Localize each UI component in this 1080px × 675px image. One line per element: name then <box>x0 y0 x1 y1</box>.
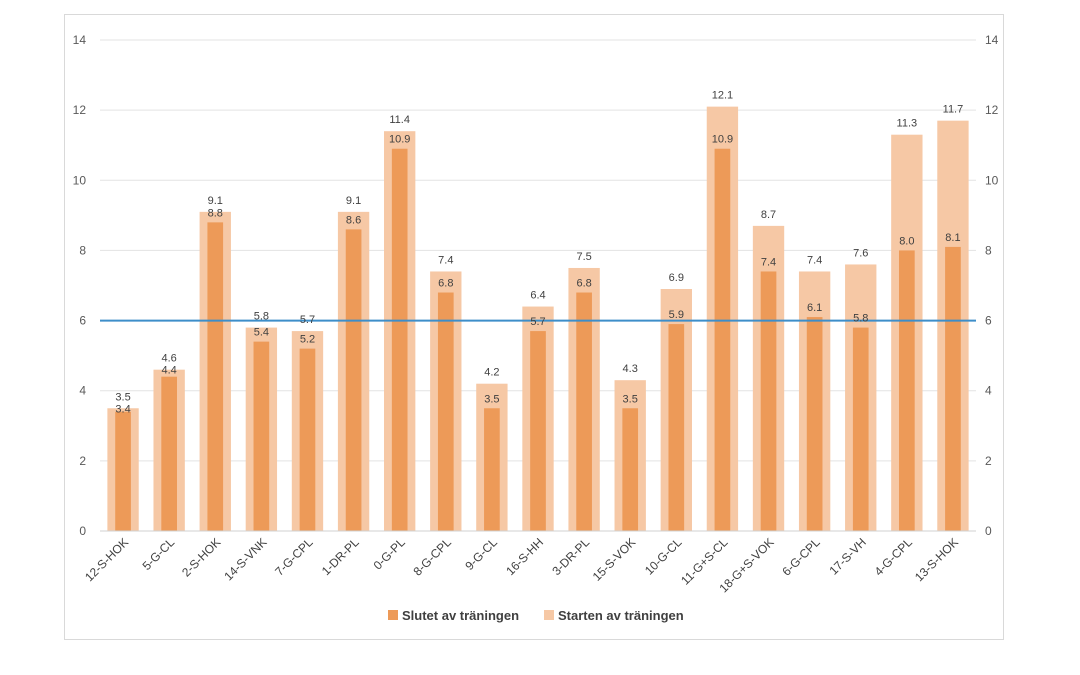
x-tick-label: 13-S-HOK <box>912 535 961 584</box>
data-label-end: 5.2 <box>300 334 315 346</box>
data-label-start: 11.3 <box>897 118 918 130</box>
x-tick-label: 1-DR-PL <box>319 535 362 578</box>
x-tick-label: 8-G-CPL <box>411 535 455 579</box>
bar-end <box>345 229 362 531</box>
data-label-end: 5.8 <box>853 313 868 325</box>
data-label-end: 5.7 <box>530 316 545 328</box>
y-tick-label-right: 0 <box>985 524 992 538</box>
data-label-end: 8.8 <box>208 207 223 219</box>
data-label-end: 5.4 <box>254 327 269 339</box>
x-tick-label: 2-S-HOK <box>179 535 223 579</box>
data-label-start: 7.4 <box>807 254 822 266</box>
x-tick-label: 7-G-CPL <box>272 535 316 579</box>
bars <box>107 106 969 532</box>
y-tick-label-left: 14 <box>73 33 87 47</box>
data-label-end: 3.5 <box>623 393 638 405</box>
data-label-start: 7.6 <box>853 247 868 259</box>
bar-end <box>576 292 592 531</box>
y-tick-label-left: 0 <box>79 524 86 538</box>
x-tick-label: 4-G-CPL <box>872 535 916 579</box>
bar-end <box>530 331 546 531</box>
x-tick-label: 16-S-HH <box>503 535 546 578</box>
x-tick-label: 9-G-CL <box>462 535 500 573</box>
data-label-start: 9.1 <box>208 195 223 207</box>
bar-end <box>161 376 177 531</box>
data-label-start: 12.1 <box>712 90 733 102</box>
bar-end <box>253 341 270 531</box>
y-tick-label-left: 6 <box>79 314 86 328</box>
data-label-end: 8.6 <box>346 214 361 226</box>
data-label-end: 6.8 <box>438 278 453 290</box>
data-label-start: 6.9 <box>669 272 684 284</box>
x-tick-label: 17-S-VH <box>826 535 868 577</box>
data-label-start: 7.4 <box>438 254 453 266</box>
data-label-start: 8.7 <box>761 209 776 221</box>
bar-end <box>806 317 823 531</box>
x-tick-label: 3-DR-PL <box>549 535 592 578</box>
data-label-start: 6.4 <box>530 290 545 302</box>
data-label-start: 11.7 <box>943 104 964 116</box>
x-tick-label: 14-S-VNK <box>221 535 269 583</box>
data-label-start: 4.6 <box>162 353 177 365</box>
data-label-start: 5.7 <box>300 314 315 326</box>
data-label-end: 4.4 <box>162 365 177 377</box>
y-tick-label-left: 2 <box>79 454 86 468</box>
x-tick-label: 12-S-HOK <box>82 535 131 584</box>
y-tick-label-right: 2 <box>985 454 992 468</box>
y-tick-label-right: 10 <box>985 173 999 187</box>
data-label-end: 3.5 <box>484 393 499 405</box>
legend: Slutet av träningen Starten av träningen <box>388 608 684 623</box>
data-label-start: 9.1 <box>346 195 361 207</box>
bar-end <box>760 271 777 531</box>
x-tick-label: 6-G-CPL <box>779 535 823 579</box>
data-label-start: 3.5 <box>115 391 130 403</box>
bar-end <box>852 327 869 531</box>
data-label-end: 3.4 <box>115 403 130 415</box>
data-label-start: 5.8 <box>254 311 269 323</box>
bar-end <box>437 292 454 531</box>
legend-label-start: Starten av träningen <box>558 608 684 623</box>
legend-swatch-start <box>544 610 554 620</box>
bar-end <box>391 148 408 531</box>
y-tick-label-right: 8 <box>985 243 992 257</box>
x-tick-label: 10-G-CL <box>642 535 685 578</box>
data-label-end: 8.1 <box>945 232 960 244</box>
data-labels: 3.53.44.64.49.18.85.85.45.75.29.18.611.4… <box>115 90 963 416</box>
bar-end <box>945 246 961 531</box>
data-label-end: 10.9 <box>389 134 410 146</box>
y-tick-label-left: 12 <box>73 103 87 117</box>
bar-end <box>622 408 639 531</box>
bar-end <box>207 222 224 531</box>
y-tick-label-right: 4 <box>985 384 992 398</box>
data-label-end: 5.9 <box>669 309 684 321</box>
data-label-start: 7.5 <box>576 251 591 263</box>
y-tick-label-right: 12 <box>985 103 999 117</box>
data-label-end: 10.9 <box>712 134 733 146</box>
data-label-end: 6.8 <box>576 278 591 290</box>
bar-end <box>115 411 131 531</box>
x-tick-label: 5-G-CL <box>140 535 178 573</box>
y-tick-label-right: 14 <box>985 33 999 47</box>
data-label-start: 4.3 <box>623 363 638 375</box>
x-tick-label: 0-G-PL <box>371 535 408 572</box>
y-tick-label-right: 6 <box>985 314 992 328</box>
data-label-start: 4.2 <box>484 367 499 379</box>
bar-end <box>299 348 316 531</box>
y-tick-label-left: 8 <box>79 243 86 257</box>
bar-end <box>484 408 500 531</box>
data-label-end: 7.4 <box>761 256 776 268</box>
bar-end <box>714 148 731 531</box>
data-label-end: 8.0 <box>899 235 914 247</box>
data-label-start: 11.4 <box>389 114 410 126</box>
legend-swatch-end <box>388 610 398 620</box>
bar-end <box>668 324 685 531</box>
y-tick-label-left: 4 <box>79 384 86 398</box>
bar-end <box>899 250 915 531</box>
data-label-end: 6.1 <box>807 302 822 314</box>
y-tick-label-left: 10 <box>73 173 87 187</box>
x-tick-label: 15-S-VOK <box>590 535 639 584</box>
legend-label-end: Slutet av träningen <box>402 608 519 623</box>
